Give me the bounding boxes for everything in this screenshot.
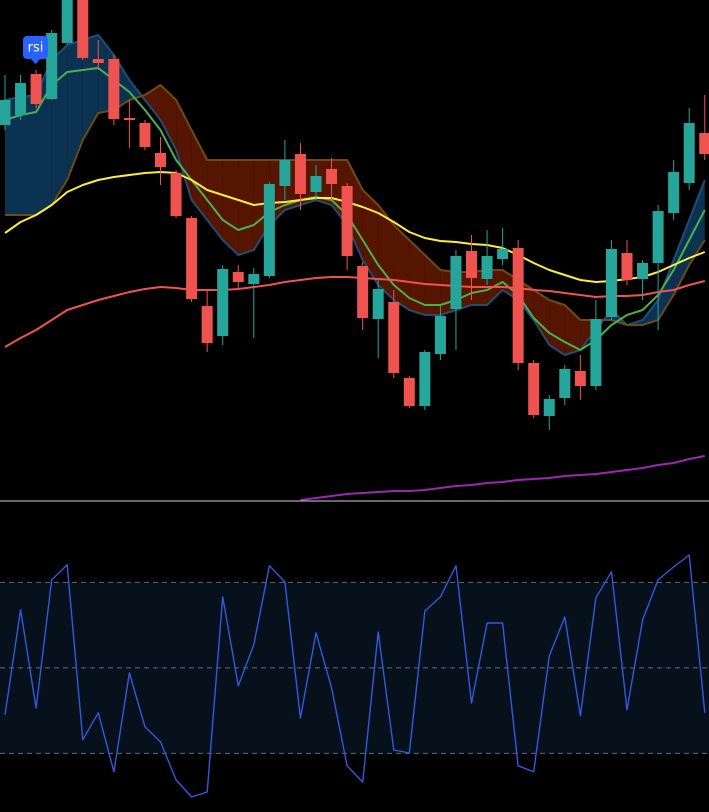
candle-body <box>263 184 275 276</box>
candle-body <box>61 0 73 43</box>
price-pane <box>0 0 709 501</box>
indicator-line <box>4 67 706 351</box>
cloud-fill <box>160 85 177 150</box>
candle-body <box>450 256 462 309</box>
candle-body <box>186 218 198 299</box>
candle-body <box>372 289 384 319</box>
candle-body <box>699 133 709 154</box>
candle-body <box>419 352 431 406</box>
candle-body <box>341 186 353 256</box>
candle-body <box>388 302 400 373</box>
candle-body <box>108 59 120 119</box>
badge-label: rsi <box>28 41 44 56</box>
candle-body <box>590 319 602 386</box>
indicator-line <box>4 276 706 348</box>
candle-body <box>434 316 446 354</box>
cloud-fill <box>549 300 565 355</box>
candle-body <box>605 249 617 317</box>
candle-body <box>652 211 664 263</box>
cloud-fill <box>5 97 21 215</box>
candle-body <box>683 123 695 183</box>
candle-body <box>637 263 649 279</box>
rsi-badge[interactable]: rsi <box>23 36 48 64</box>
candle-body <box>139 123 151 147</box>
rsi-pane <box>0 554 709 798</box>
candle-body <box>497 249 509 259</box>
cloud-fill <box>20 95 37 215</box>
candle-body <box>559 369 571 398</box>
candle-body <box>279 160 291 186</box>
cloud-fill <box>207 160 223 240</box>
cloud-fill <box>238 160 254 255</box>
badge-pointer <box>31 59 40 64</box>
candle-body <box>217 269 229 336</box>
candle-body <box>466 251 477 278</box>
indicator-line <box>300 455 705 501</box>
candle-body <box>326 169 338 184</box>
cloud-fill <box>222 160 239 255</box>
candle-body <box>92 59 104 63</box>
candle-body <box>155 153 166 167</box>
cloud-fill <box>67 40 83 180</box>
candle-body <box>621 253 633 280</box>
candle-body <box>30 74 42 104</box>
candle-body <box>481 256 493 279</box>
candle-body <box>201 306 213 343</box>
candle-body <box>528 363 540 415</box>
cloud-fill <box>378 205 394 300</box>
candle-body <box>123 118 135 120</box>
candle-body <box>294 154 306 194</box>
cloud-fill <box>409 240 425 315</box>
candle-body <box>46 33 58 99</box>
rsi-line <box>4 554 706 798</box>
cloud-fill <box>145 85 161 120</box>
cloud-fill <box>533 290 550 345</box>
candle-body <box>668 172 680 213</box>
cloud-upper-line <box>4 34 706 356</box>
candle-body <box>248 274 260 284</box>
candle-body <box>543 399 555 416</box>
candle-body <box>403 378 415 406</box>
candle-body <box>77 0 89 58</box>
candle-body <box>512 248 524 363</box>
candle-body <box>170 173 182 216</box>
indicator-line <box>4 171 706 283</box>
candle-body <box>310 176 322 192</box>
cloud-fill <box>191 130 208 220</box>
badge-box <box>23 36 48 59</box>
candle-body <box>15 83 27 115</box>
cloud-lower-line <box>5 84 706 326</box>
cloud-fill <box>689 180 705 265</box>
cloud-fill <box>673 220 690 295</box>
candle-body <box>574 371 586 386</box>
candle-body <box>0 100 11 125</box>
candle-body <box>232 272 244 282</box>
cloud-fill <box>362 190 379 285</box>
candle-body <box>357 266 369 318</box>
